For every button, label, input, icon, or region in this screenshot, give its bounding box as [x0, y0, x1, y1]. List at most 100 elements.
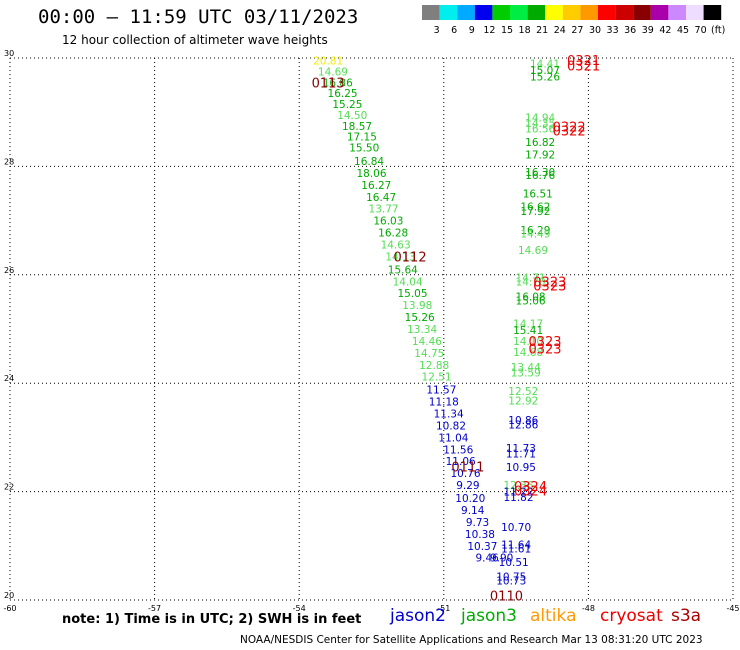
wave-height-value: 16.84: [354, 156, 384, 168]
y-tick-label: 20: [4, 591, 14, 600]
wave-height-value: 13.34: [407, 324, 437, 336]
wave-height-value: 12.51: [422, 372, 452, 384]
wave-height-value: 18.57: [342, 121, 372, 133]
wave-height-value: 15.64: [388, 264, 418, 276]
colorbar-swatch: [562, 5, 581, 20]
pass-time-label: 0321: [567, 54, 600, 69]
colorbar-label: 30: [589, 25, 601, 36]
wave-height-value: 14.49: [520, 229, 550, 241]
wave-height-value: 12.88: [419, 360, 449, 372]
wave-height-value: 16.08: [516, 291, 546, 303]
wave-height-value: 16.51: [523, 189, 553, 201]
colorbar-label: 27: [571, 25, 583, 36]
colorbar-swatch: [545, 5, 563, 20]
wave-height-value: 9.46: [475, 553, 499, 565]
pass-time-label: 0323: [528, 343, 561, 358]
pass-time-label: 0323: [533, 275, 566, 290]
colorbar-label: 9: [469, 25, 475, 36]
colorbar-swatch: [527, 5, 546, 20]
wave-height-value: 16.30: [525, 167, 555, 179]
wave-height-value: 14.04: [393, 276, 423, 288]
wave-height-value: 14.41: [530, 58, 560, 70]
colorbar-swatch: [492, 5, 510, 20]
wave-height-value: 15.26: [405, 312, 435, 324]
colorbar-swatch: [668, 5, 686, 20]
wave-height-value: 16.25: [328, 88, 358, 100]
wave-height-value: 14.13: [385, 251, 415, 263]
wave-height-value: 11.73: [506, 443, 536, 455]
colorbar-swatch: [510, 5, 528, 20]
wave-height-value: 11.18: [429, 397, 459, 409]
x-tick-label: -57: [148, 604, 161, 613]
wave-height-value: 14.50: [337, 110, 367, 122]
wave-height-value: 14.63: [381, 239, 411, 251]
footer-credit: NOAA/NESDIS Center for Satellite Applica…: [240, 634, 703, 646]
colorbar-label: 39: [642, 25, 654, 36]
wave-height-value: 14.70: [516, 276, 546, 288]
colorbar-label: 24: [554, 25, 566, 36]
satellite-legend-jason2: jason2: [390, 606, 446, 626]
colorbar-swatch: [422, 5, 440, 20]
y-tick-label: 22: [4, 483, 14, 492]
wave-height-value: 10.70: [501, 522, 531, 534]
colorbar-swatch: [650, 5, 669, 20]
wave-height-value: 14.71: [516, 273, 546, 285]
satellite-legend-altika: altika: [530, 606, 577, 626]
wave-height-value: 14.35: [525, 118, 555, 130]
x-tick-label: -54: [293, 604, 306, 613]
wave-height-value: 13.98: [402, 300, 432, 312]
wave-height-value: 11.04: [438, 432, 468, 444]
wave-height-value: 10.51: [499, 557, 529, 569]
pass-time-label: 0324: [514, 480, 547, 495]
wave-height-value: 13.44: [511, 362, 541, 374]
wave-height-value: 11.56: [443, 444, 473, 456]
wave-height-value: 9.29: [456, 480, 479, 492]
pass-time-label: 0113: [312, 76, 345, 91]
wave-height-value: 10.82: [436, 420, 466, 432]
colorbar-label: 36: [624, 25, 636, 36]
wave-height-value: 10.75: [496, 572, 526, 584]
wave-height-value: 14.46: [412, 336, 442, 348]
wave-height-value: 12.52: [508, 386, 538, 398]
colorbar-swatch: [439, 5, 458, 20]
colorbar-label: 18: [519, 25, 531, 36]
wave-height-value: 16.28: [378, 228, 408, 240]
wave-height-value: 16.82: [525, 137, 555, 149]
satellite-legend-cryosat: cryosat: [600, 606, 663, 626]
wave-height-value: 10.73: [496, 575, 526, 587]
wave-height-value: 9.73: [466, 517, 489, 529]
pass-time-label: 0111: [451, 461, 484, 476]
wave-height-value: 16.56: [525, 123, 555, 135]
colorbar-label: 45: [677, 25, 689, 36]
wave-height-value: 15.05: [397, 288, 427, 300]
wave-height-value: 10.37: [467, 541, 497, 553]
footer-note: note: 1) Time is in UTC; 2) SWH is in fe…: [62, 612, 362, 627]
wave-height-value: 15.41: [513, 325, 543, 337]
pass-time-label: 0324: [514, 485, 547, 500]
y-tick-label: 28: [4, 157, 14, 166]
x-tick-label: -48: [582, 604, 595, 613]
wave-height-value: 16.29: [520, 225, 550, 237]
wave-height-value: 15.26: [530, 71, 560, 83]
wave-height-value: 20.81: [313, 56, 343, 68]
wave-height-value: 17.92: [520, 206, 550, 218]
wave-height-value: 13.59: [511, 367, 541, 379]
wave-height-value: 14.10: [513, 336, 543, 348]
wave-height-value: 10.86: [508, 415, 538, 427]
colorbar-swatch: [703, 5, 722, 20]
y-tick-label: 24: [4, 374, 14, 383]
wave-height-value: 14.17: [513, 319, 543, 331]
satellite-legend-s3a: s3a: [671, 606, 702, 626]
chart-title: 00:00 — 11:59 UTC 03/11/2023: [38, 6, 359, 28]
wave-height-value: 11.71: [506, 449, 536, 461]
pass-time-label: 0110: [490, 590, 523, 605]
wave-height-value: 12.86: [508, 419, 538, 431]
colorbar-label: 3: [434, 25, 440, 36]
wave-height-value: 17.92: [525, 149, 555, 161]
colorbar-swatch: [598, 5, 616, 20]
wave-height-value: 11.57: [426, 385, 456, 397]
wave-height-value: 15.50: [349, 142, 379, 154]
wave-height-value: 10.76: [450, 468, 480, 480]
colorbar-swatch: [686, 5, 704, 20]
colorbar-label: 12: [483, 25, 495, 36]
